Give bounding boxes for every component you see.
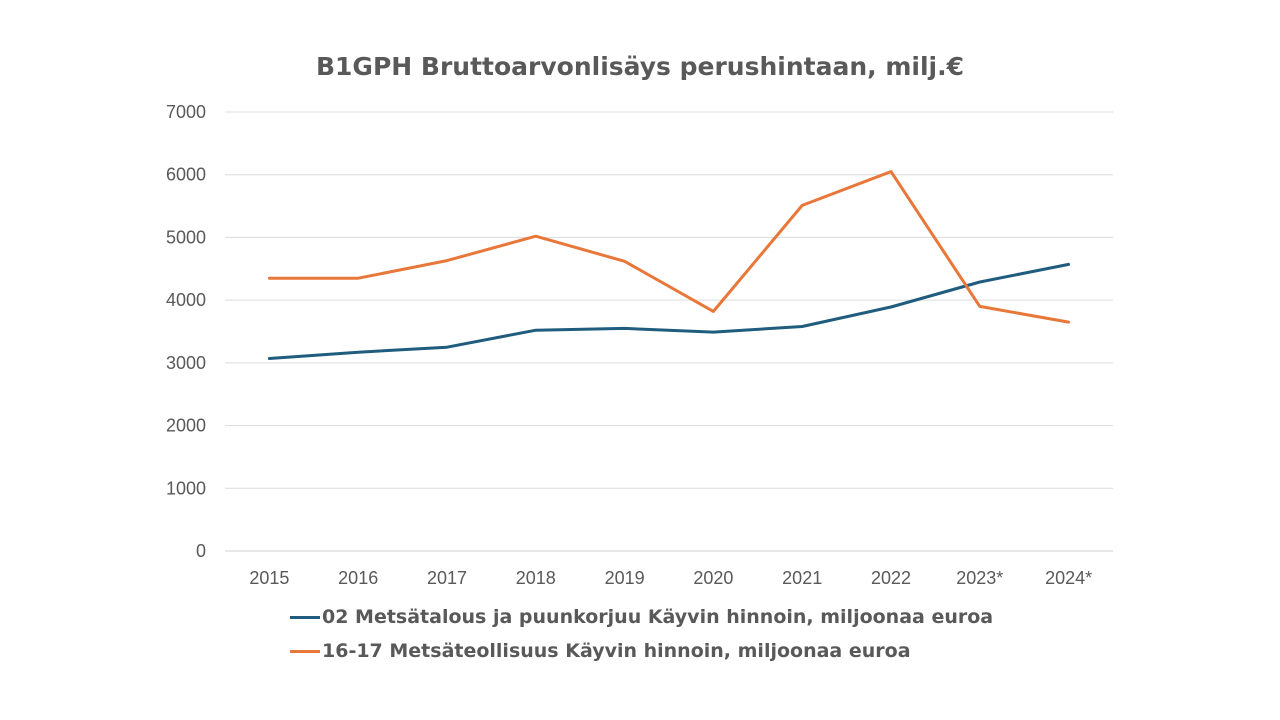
x-tick-label: 2018 [516, 568, 556, 588]
x-tick-label: 2016 [338, 568, 378, 588]
legend-swatch-series-2 [290, 649, 320, 653]
series-line-1 [267, 262, 1071, 360]
legend-item-series-1: 02 Metsätalous ja puunkorjuu Käyvin hinn… [290, 600, 993, 634]
y-tick-label: 4000 [166, 290, 206, 310]
x-axis-ticks: 2015 2016 2017 2018 2019 2020 2021 2022 2023* 202… [249, 568, 1092, 588]
y-axis-ticks: 0 1000 2000 3000 4000 5000 6000 7000 [166, 102, 206, 561]
series-lines [267, 170, 1071, 360]
x-tick-label: 2021 [782, 568, 822, 588]
legend-swatch-series-1 [290, 615, 320, 619]
x-tick-label: 2020 [693, 568, 733, 588]
y-tick-label: 7000 [166, 102, 206, 122]
x-tick-label: 2023* [956, 568, 1003, 588]
x-tick-label: 2024* [1045, 568, 1092, 588]
legend: 02 Metsätalous ja puunkorjuu Käyvin hinn… [290, 600, 993, 668]
y-tick-label: 6000 [166, 165, 206, 185]
y-tick-label: 3000 [166, 353, 206, 373]
legend-label-series-1: 02 Metsätalous ja puunkorjuu Käyvin hinn… [322, 606, 994, 628]
x-tick-label: 2017 [427, 568, 467, 588]
legend-item-series-2: 16-17 Metsäteollisuus Käyvin hinnoin, mi… [290, 634, 993, 668]
legend-label-series-2: 16-17 Metsäteollisuus Käyvin hinnoin, mi… [322, 640, 911, 662]
x-tick-label: 2019 [605, 568, 645, 588]
y-tick-label: 2000 [166, 416, 206, 436]
series-line-2 [267, 170, 1071, 324]
y-tick-label: 1000 [166, 478, 206, 498]
chart-title: B1GPH Bruttoarvonlisäys perushintaan, mi… [315, 52, 964, 81]
x-tick-label: 2015 [249, 568, 289, 588]
gridlines [225, 111, 1113, 552]
y-tick-label: 0 [196, 541, 206, 561]
x-tick-label: 2022 [871, 568, 911, 588]
y-tick-label: 5000 [166, 227, 206, 247]
